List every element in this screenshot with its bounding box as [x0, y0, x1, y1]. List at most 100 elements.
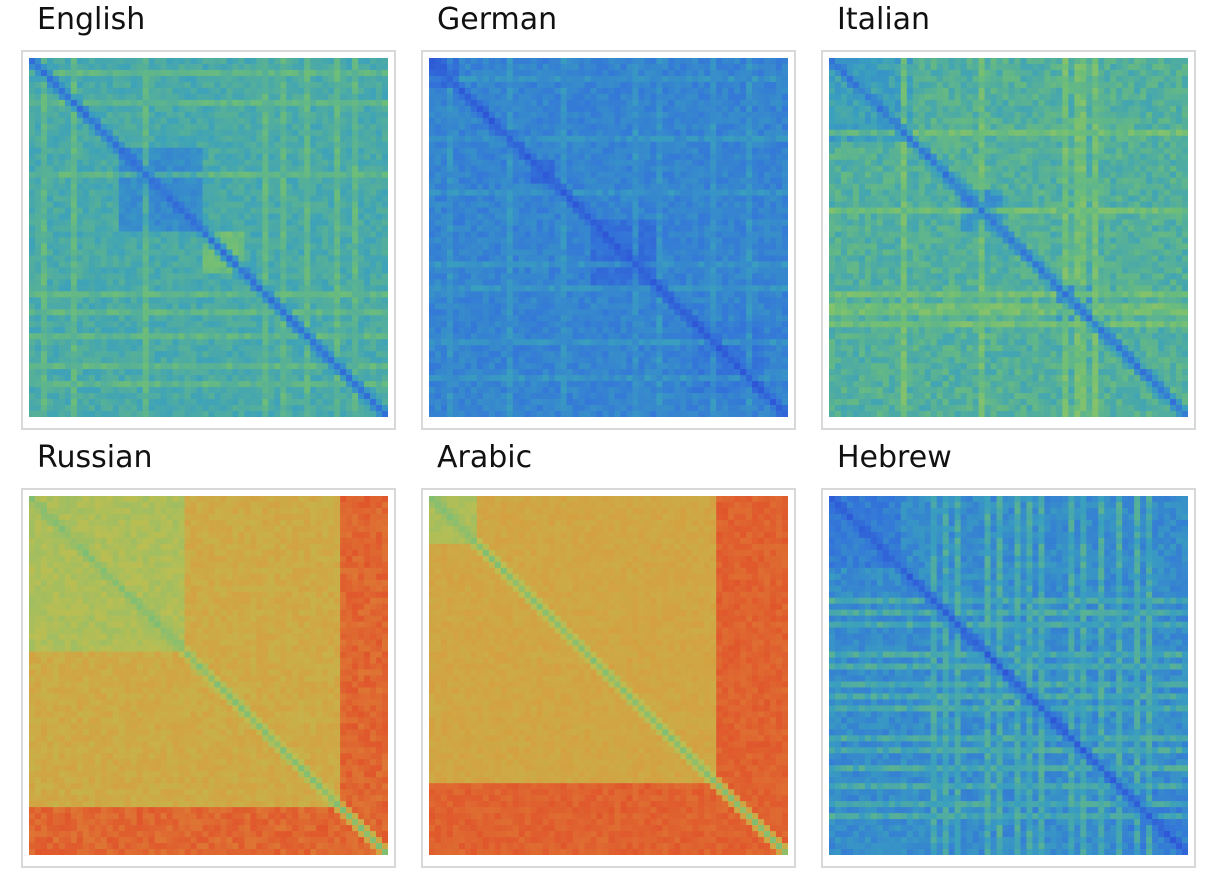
heatmap-cell	[358, 399, 365, 406]
heatmap-cell	[614, 75, 621, 83]
heatmap-cell	[382, 399, 388, 406]
heatmap-cell	[34, 195, 42, 202]
heatmap-cell	[286, 129, 293, 137]
heatmap-cell	[358, 177, 365, 185]
heatmap-cell	[94, 99, 102, 107]
heatmap-cell	[40, 393, 48, 400]
heatmap-cell	[94, 93, 102, 101]
heatmap-cell	[548, 75, 556, 83]
heatmap-cell	[292, 297, 299, 304]
heatmap-cell	[100, 159, 108, 167]
heatmap-cell	[172, 357, 179, 364]
heatmap-cell	[52, 381, 60, 388]
heatmap-cell	[494, 153, 502, 161]
heatmap-cell	[452, 75, 460, 83]
heatmap-cell	[310, 279, 317, 286]
heatmap-cell	[488, 58, 496, 65]
heatmap-cell	[106, 405, 114, 412]
heatmap-cell	[548, 63, 556, 71]
heatmap-cell	[578, 147, 585, 155]
heatmap-cell	[268, 303, 275, 310]
heatmap-cell	[352, 321, 359, 328]
heatmap-cell	[620, 105, 627, 113]
heatmap-cell	[88, 267, 96, 274]
heatmap-german	[429, 58, 788, 417]
heatmap-cell	[208, 393, 215, 400]
heatmap-cell	[76, 273, 84, 280]
heatmap-cell	[548, 141, 556, 149]
heatmap-cell	[256, 333, 263, 340]
heatmap-cell	[256, 399, 263, 406]
heatmap-cell	[262, 345, 269, 352]
heatmap-cell	[88, 333, 96, 340]
heatmap-cell	[52, 357, 60, 364]
heatmap-cell	[160, 291, 168, 298]
heatmap-cell	[358, 171, 365, 179]
heatmap-cell	[118, 87, 126, 95]
heatmap-cell	[518, 135, 526, 143]
heatmap-cell	[82, 357, 90, 364]
heatmap-cell	[322, 201, 329, 208]
heatmap-cell	[29, 315, 36, 322]
heatmap-cell	[358, 261, 365, 268]
heatmap-cell	[88, 255, 96, 262]
heatmap-cell	[46, 69, 54, 77]
heatmap-cell	[100, 219, 108, 226]
heatmap-cell	[494, 171, 502, 179]
heatmap-cell	[64, 291, 72, 298]
heatmap-cell	[352, 171, 359, 179]
heatmap-cell	[304, 285, 311, 292]
heatmap-cell	[590, 63, 597, 71]
heatmap-cell	[100, 321, 108, 328]
heatmap-cell	[578, 58, 585, 65]
heatmap-cell	[154, 261, 162, 268]
heatmap-cell	[500, 93, 508, 101]
heatmap-cell	[70, 381, 78, 388]
heatmap-cell	[232, 375, 239, 382]
heatmap-cell	[572, 99, 579, 107]
heatmap-cell	[500, 171, 508, 179]
heatmap-cell	[214, 63, 221, 71]
heatmap-cell	[220, 315, 227, 322]
heatmap-cell	[554, 177, 562, 185]
heatmap-cell	[160, 87, 168, 95]
heatmap-cell	[94, 249, 102, 256]
heatmap-cell	[340, 375, 347, 382]
heatmap-cell	[298, 123, 305, 131]
heatmap-cell	[740, 81, 747, 89]
heatmap-cell	[94, 195, 102, 202]
heatmap-cell	[118, 165, 126, 173]
heatmap-cell	[190, 129, 197, 137]
heatmap-cell	[220, 87, 227, 95]
heatmap-cell	[112, 183, 120, 191]
heatmap-cell	[94, 213, 102, 220]
heatmap-cell	[178, 123, 185, 131]
heatmap-cell	[728, 75, 735, 83]
heatmap-cell	[692, 165, 699, 173]
heatmap-cell	[40, 273, 48, 280]
heatmap-cell	[262, 303, 269, 310]
heatmap-cell	[316, 87, 323, 95]
heatmap-cell	[40, 123, 48, 131]
heatmap-cell	[76, 405, 84, 412]
heatmap-cell	[358, 297, 365, 304]
heatmap-cell	[304, 99, 311, 107]
heatmap-cell	[148, 189, 156, 197]
heatmap-cell	[376, 345, 383, 352]
heatmap-cell	[746, 81, 753, 89]
heatmap-cell	[178, 129, 185, 137]
heatmap-cell	[596, 165, 603, 173]
heatmap-cell	[70, 333, 78, 340]
heatmap-cell	[160, 159, 168, 167]
heatmap-cell	[268, 363, 275, 370]
heatmap-cell	[64, 405, 72, 412]
heatmap-cell	[76, 219, 84, 226]
heatmap-cell	[136, 63, 144, 71]
heatmap-cell	[429, 117, 436, 125]
heatmap-cell	[370, 147, 377, 155]
heatmap-cell	[704, 147, 711, 155]
heatmap-cell	[184, 279, 191, 286]
heatmap-cell	[106, 63, 114, 71]
heatmap-cell	[488, 141, 496, 149]
heatmap-cell	[46, 207, 54, 214]
